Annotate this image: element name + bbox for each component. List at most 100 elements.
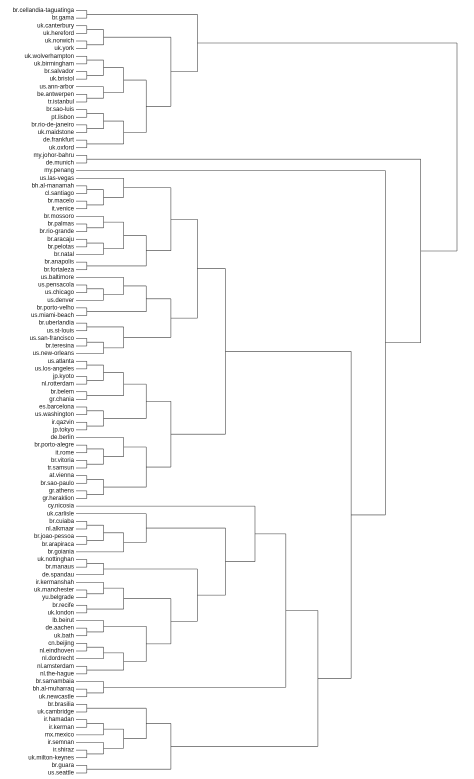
leaf-label: br.mossoro	[44, 213, 75, 220]
leaf-label: my.johor-bahru	[33, 152, 74, 159]
leaf-label: us.los-angeles	[35, 365, 74, 372]
leaf-label: nl.the-hague	[40, 670, 74, 677]
leaf-label: uk.cambridge	[37, 709, 74, 716]
leaf-label: uk.oxford	[49, 144, 74, 151]
leaf-label: br.rio-grande	[39, 228, 74, 235]
leaf-label: uk.milton-keynes	[28, 754, 74, 761]
leaf-label: de.spandau	[42, 571, 74, 578]
leaf-label: br.macelo	[48, 198, 75, 205]
leaf-label: br.porto-velho	[37, 304, 75, 311]
leaf-label: br.recife	[52, 602, 74, 609]
leaf-label: br.anapolis	[45, 259, 74, 266]
leaf-label: cl.santiago	[45, 190, 75, 197]
leaf-label: br.sao-paulo	[40, 480, 74, 487]
leaf-label: mx.mexico	[45, 731, 75, 738]
leaf-label: us.atlanta	[48, 358, 75, 365]
leaf-label: lb.beirut	[52, 617, 74, 624]
leaf-label: yu.belgrade	[42, 594, 74, 601]
leaf-label: gr.chania	[49, 396, 74, 403]
leaf-label: uk.nottinghan	[37, 556, 74, 563]
leaf-label: jp.kyoto	[52, 373, 75, 380]
leaf-label: cn.beijing	[48, 640, 74, 647]
leaf-label: es.barcelona	[39, 404, 75, 411]
leaf-label: be.antwerpen	[37, 91, 74, 98]
leaf-label: us.las-vegas	[40, 175, 74, 182]
leaf-label: de.munich	[46, 160, 74, 167]
leaf-label: gr.heraklion	[42, 495, 74, 502]
leaf-label: it.rome	[55, 449, 74, 456]
leaf-label: de.frankfurt	[43, 137, 74, 144]
leaf-label: pt.lisbon	[51, 114, 74, 121]
leaf-label: uk.london	[48, 609, 74, 616]
leaf-label: nl.dordrecht	[42, 655, 74, 662]
leaf-labels: br.cellandia-taguatingabr.gamauk.canterb…	[13, 7, 75, 777]
leaf-label: ir.shiraz	[53, 747, 74, 754]
leaf-label: uk.norwich	[45, 38, 74, 45]
leaf-label: gr.athens	[49, 487, 74, 494]
leaf-label: us.washington	[35, 411, 74, 418]
leaf-label: us.miami-beach	[31, 312, 74, 319]
leaf-label: uk.maidstone	[38, 129, 75, 136]
leaf-label: uk.hereford	[43, 30, 74, 37]
leaf-label: bh.al-manamah	[32, 182, 74, 189]
leaf-label: br.samambaia	[36, 678, 75, 685]
leaf-label: us.new-orleans	[33, 350, 74, 357]
leaf-label: us.baltimore	[41, 274, 75, 281]
leaf-label: us.ann-arbor	[39, 83, 74, 90]
leaf-label: ir.kerman	[49, 724, 74, 731]
leaf-label: br.pelotas	[48, 243, 74, 250]
leaf-label: uk.york	[54, 45, 75, 52]
leaf-label: us.denver	[47, 297, 74, 304]
leaf-label: br.cellandia-taguatinga	[13, 7, 75, 14]
leaf-label: ir.semnan	[48, 739, 74, 746]
leaf-label: uk.newcastle	[39, 693, 75, 700]
leaf-label: uk.manchester	[34, 587, 74, 594]
leaf-label: br.salvador	[44, 68, 74, 75]
leaf-label: at.vienna	[49, 472, 74, 479]
leaf-label: br.brasilia	[48, 701, 75, 708]
leaf-label: cy.nicosia	[48, 503, 75, 510]
leaf-label: uk.bristol	[50, 76, 74, 83]
leaf-label: ir.hamadan	[44, 716, 74, 723]
leaf-label: br.guara	[52, 762, 75, 769]
leaf-label: br.rio-de-janeiro	[31, 121, 74, 128]
leaf-label: uk.canterbury	[37, 22, 75, 29]
leaf-label: ir.qazvin	[52, 419, 74, 426]
leaf-label: uk.birmingham	[34, 60, 74, 67]
leaf-label: us.chicago	[45, 289, 75, 296]
leaf-label: us.pensacola	[38, 282, 75, 289]
dendrogram-links	[76, 10, 458, 774]
leaf-label: br.fortaleza	[44, 266, 75, 273]
leaf-label: br.aracaju	[47, 236, 74, 243]
leaf-label: ir.kermanshah	[36, 579, 74, 586]
leaf-label: br.manaus	[46, 564, 74, 571]
leaf-label: br.joao-pessoa	[34, 533, 75, 540]
leaf-label: uk.wolverhampton	[25, 53, 74, 60]
leaf-label: br.porto-alegre	[34, 442, 74, 449]
leaf-label: br.teresina	[46, 343, 75, 350]
leaf-label: us.seattle	[48, 770, 75, 777]
leaf-label: uk.carlisle	[47, 510, 75, 517]
leaf-label: nl.eindhoven	[39, 648, 74, 655]
leaf-label: us.san-francisco	[30, 335, 75, 342]
leaf-label: uk.bath	[54, 632, 74, 639]
leaf-label: br.sao-luis	[46, 106, 74, 113]
leaf-label: br.gama	[52, 15, 75, 22]
leaf-label: br.cuiaba	[49, 518, 74, 525]
leaf-label: br.arapiraca	[42, 541, 75, 548]
leaf-label: tr.samsun	[48, 465, 74, 472]
leaf-label: br.vitoria	[51, 457, 75, 464]
leaf-label: br.belem	[51, 388, 74, 395]
leaf-label: de.aachen	[46, 625, 74, 632]
leaf-label: br.uberlandia	[39, 320, 75, 327]
leaf-label: nl.rotterdam	[41, 381, 74, 388]
leaf-label: it.venice	[52, 205, 75, 212]
leaf-label: br.natal	[54, 251, 74, 258]
leaf-label: nl.alkmaar	[46, 526, 74, 533]
leaf-label: nl.amsterdam	[37, 663, 74, 670]
leaf-label: us.st-louis	[47, 327, 74, 334]
leaf-label: br.palmas	[48, 221, 74, 228]
leaf-label: my.penang	[44, 167, 74, 174]
leaf-label: br.goiania	[48, 548, 75, 555]
